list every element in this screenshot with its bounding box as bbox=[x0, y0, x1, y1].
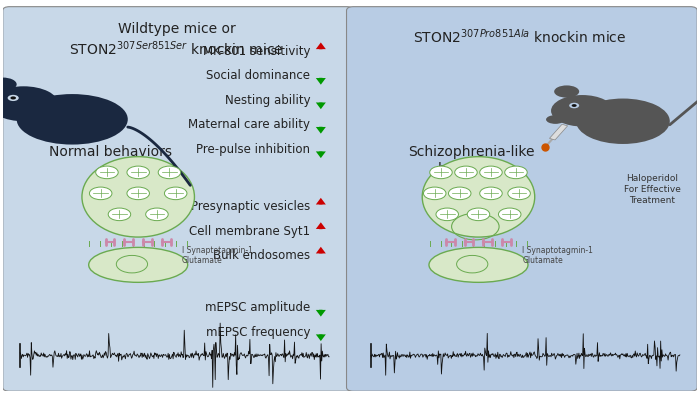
Text: Pre-pulse inhibition: Pre-pulse inhibition bbox=[197, 143, 310, 156]
Circle shape bbox=[436, 208, 459, 221]
Text: Normal behaviors: Normal behaviors bbox=[49, 145, 172, 158]
Circle shape bbox=[10, 97, 16, 100]
Ellipse shape bbox=[82, 157, 195, 237]
Ellipse shape bbox=[0, 110, 4, 121]
FancyBboxPatch shape bbox=[346, 7, 697, 391]
Ellipse shape bbox=[89, 247, 188, 282]
Text: Social dominance: Social dominance bbox=[206, 69, 310, 82]
Circle shape bbox=[158, 166, 181, 179]
Ellipse shape bbox=[551, 95, 613, 126]
Circle shape bbox=[449, 187, 471, 200]
Ellipse shape bbox=[546, 115, 565, 124]
Circle shape bbox=[8, 95, 19, 101]
Circle shape bbox=[146, 208, 168, 221]
Circle shape bbox=[455, 166, 477, 179]
Circle shape bbox=[90, 187, 112, 200]
Circle shape bbox=[127, 187, 149, 200]
Ellipse shape bbox=[429, 247, 528, 282]
Circle shape bbox=[572, 104, 577, 107]
Circle shape bbox=[467, 208, 490, 221]
Text: Maternal care ability: Maternal care ability bbox=[188, 118, 310, 131]
Circle shape bbox=[480, 187, 502, 200]
Text: Wildtype mice or: Wildtype mice or bbox=[118, 22, 235, 36]
Text: Bulk endosomes: Bulk endosomes bbox=[214, 249, 310, 262]
Ellipse shape bbox=[576, 98, 670, 144]
Circle shape bbox=[569, 103, 579, 108]
Polygon shape bbox=[550, 124, 568, 140]
Text: l Synaptotagmin-1
Glutamate: l Synaptotagmin-1 Glutamate bbox=[522, 245, 593, 265]
Text: l Synaptotagmin-1
Glutamate: l Synaptotagmin-1 Glutamate bbox=[182, 245, 253, 265]
Circle shape bbox=[430, 166, 452, 179]
Ellipse shape bbox=[0, 78, 17, 91]
Ellipse shape bbox=[554, 85, 579, 98]
Ellipse shape bbox=[422, 157, 535, 237]
Text: mEPSC amplitude: mEPSC amplitude bbox=[205, 301, 310, 314]
Text: MK-801 sensitivity: MK-801 sensitivity bbox=[203, 45, 310, 58]
Ellipse shape bbox=[0, 86, 58, 121]
Circle shape bbox=[164, 187, 187, 200]
Circle shape bbox=[127, 166, 149, 179]
Text: mEPSC frequency: mEPSC frequency bbox=[206, 326, 310, 339]
Circle shape bbox=[480, 166, 502, 179]
Text: Haloperidol
For Effective
Treatment: Haloperidol For Effective Treatment bbox=[624, 174, 680, 205]
Text: Presynaptic vesicles: Presynaptic vesicles bbox=[191, 200, 310, 213]
Circle shape bbox=[508, 187, 531, 200]
Text: STON2$^{307Ser851Ser}$ knockin mice: STON2$^{307Ser851Ser}$ knockin mice bbox=[69, 40, 284, 58]
Circle shape bbox=[96, 166, 118, 179]
Text: Nesting ability: Nesting ability bbox=[225, 94, 310, 107]
Ellipse shape bbox=[17, 94, 128, 145]
Circle shape bbox=[498, 208, 521, 221]
Text: Schizophrenia-like
behaviors: Schizophrenia-like behaviors bbox=[408, 145, 535, 176]
Text: STON2$^{307Pro851Ala}$ knockin mice: STON2$^{307Pro851Ala}$ knockin mice bbox=[414, 28, 626, 46]
FancyBboxPatch shape bbox=[3, 7, 354, 391]
Text: Cell membrane Syt1: Cell membrane Syt1 bbox=[189, 225, 310, 238]
Circle shape bbox=[108, 208, 131, 221]
Circle shape bbox=[505, 166, 527, 179]
Circle shape bbox=[424, 187, 446, 200]
